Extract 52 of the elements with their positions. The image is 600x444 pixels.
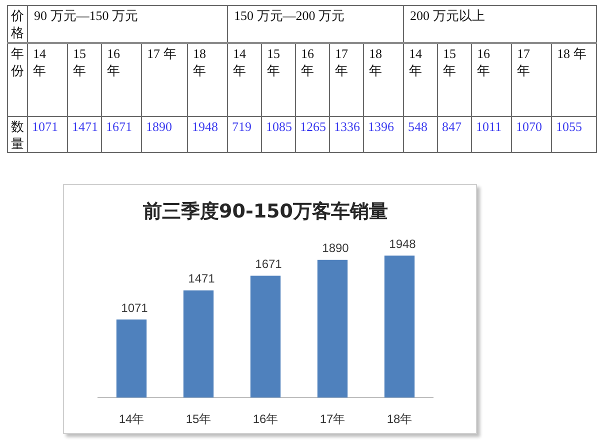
- x-tick-label: 17 年: [142, 42, 188, 116]
- data-label: 1070: [512, 116, 552, 152]
- data-label: 1890: [322, 241, 350, 256]
- bar: [250, 276, 281, 398]
- data-label: 1671: [102, 116, 142, 152]
- x-tick-label: 17 年: [330, 42, 364, 116]
- x-tick-label: 18 年: [364, 42, 404, 116]
- x-tick-label: 16 年: [296, 42, 330, 116]
- bar: [384, 256, 415, 398]
- x-tick-label: 14 年: [228, 42, 262, 116]
- x-tick-label: 17 年: [512, 42, 552, 116]
- x-tick-label: 15 年: [438, 42, 472, 116]
- x-tick-label: 18 年: [188, 42, 228, 116]
- data-label: 1948: [389, 236, 416, 251]
- chart-title: 150 万元—200 万元: [228, 6, 404, 42]
- data-label: 1265: [296, 116, 330, 152]
- bar: [317, 260, 348, 398]
- data-label: 548: [404, 116, 438, 152]
- y-tick-label: 数量: [8, 116, 28, 152]
- data-label: 1071: [121, 300, 148, 315]
- data-label: 1890: [142, 116, 188, 152]
- x-tick-label: 15 年: [68, 42, 102, 116]
- text: 价格: [8, 6, 28, 42]
- data-label: 1071: [28, 116, 68, 152]
- x-tick-label: 16 年: [102, 42, 142, 116]
- x-tick-label: 15 年: [262, 42, 296, 116]
- data-label: 1471: [188, 272, 216, 286]
- x-tick-label: 14 年: [28, 42, 68, 116]
- x-tick-label: 18年: [386, 412, 412, 426]
- chart-title: 200 万元以上: [404, 6, 597, 42]
- bar: [183, 290, 214, 398]
- x-tick-label: 14 年: [404, 42, 438, 116]
- x-tick-label: 17年: [320, 412, 346, 426]
- x-tick-label: 14年: [118, 412, 144, 426]
- data-label: 1948: [188, 116, 228, 152]
- data-label: 1011: [472, 116, 512, 152]
- data-label: 1396: [364, 116, 404, 152]
- x-tick-label: 16年: [252, 412, 278, 426]
- chart-title: 前三季度90-150万客车销量: [142, 200, 388, 222]
- data-label: 1671: [255, 257, 282, 272]
- data-label: 1085: [262, 116, 296, 152]
- chart-title: 90 万元—150 万元: [28, 6, 228, 42]
- bar: [116, 320, 147, 398]
- x-tick-label: 16 年: [472, 42, 512, 116]
- x-axis-title: 年份: [8, 42, 28, 116]
- data-label: 1471: [68, 116, 102, 152]
- data-label: 847: [438, 116, 472, 152]
- data-label: 1055: [552, 116, 597, 152]
- x-tick-label: 15年: [186, 412, 212, 426]
- x-tick-label: 18 年: [552, 42, 597, 116]
- data-label: 1336: [330, 116, 364, 152]
- data-label: 719: [228, 116, 262, 152]
